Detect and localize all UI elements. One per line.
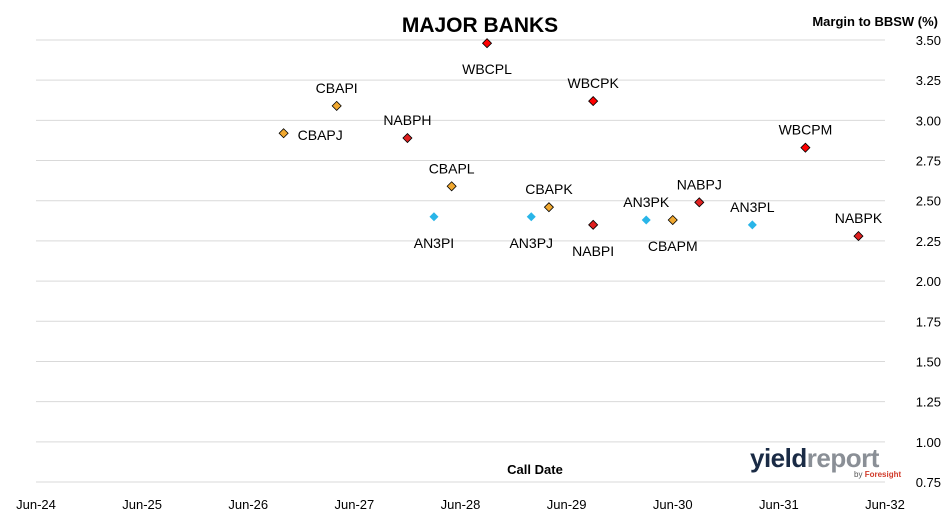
data-point (402, 132, 413, 144)
y-tick-label: 2.75 (916, 154, 941, 169)
data-point (641, 215, 651, 225)
point-label: CBAPJ (298, 127, 343, 143)
data-point (747, 220, 757, 230)
data-point (588, 219, 599, 230)
yieldreport-logo: yieldreport by Foresight (750, 443, 901, 483)
gridlines (36, 39, 885, 483)
y-tick-label: 2.00 (916, 274, 941, 289)
point-label: WBCPL (462, 61, 512, 77)
data-point (667, 214, 678, 226)
data-point (278, 128, 289, 139)
point-labels: CBAPJ CBAPI NABPH AN3PI CBAPL WBCPL CBAPK AN3PJ… (298, 61, 883, 259)
x-tick-label: Jun-27 (335, 497, 375, 512)
data-points (278, 38, 864, 242)
y-tick-label: 2.50 (916, 194, 941, 209)
x-tick-label: Jun-24 (16, 497, 56, 512)
y-tick-label: 3.25 (916, 73, 941, 88)
point-label: NABPJ (677, 176, 722, 192)
y-axis-label: Margin to BBSW (%) (812, 14, 938, 29)
point-label: CBAPI (316, 80, 358, 96)
point-label: NABPH (383, 112, 431, 128)
data-point (526, 212, 536, 222)
logo-wordmark: yieldreport (750, 443, 879, 474)
data-point (429, 212, 439, 222)
data-point (446, 181, 457, 192)
point-label: CBAPL (429, 160, 475, 176)
point-label: NABPK (835, 210, 883, 226)
x-tick-label: Jun-29 (547, 497, 587, 512)
y-axis-ticks: 0.75 1.00 1.25 1.50 1.75 2.00 2.25 2.50 2.75 3.00… (916, 33, 941, 490)
data-point (800, 142, 811, 153)
x-tick-label: Jun-25 (122, 497, 162, 512)
data-point (588, 96, 599, 107)
y-tick-label: 2.25 (916, 234, 941, 249)
point-label: WBCPK (567, 75, 619, 91)
point-label: AN3PL (730, 199, 775, 215)
logo-report-text: report (806, 443, 880, 473)
data-point (694, 197, 705, 208)
logo-brand-text: Foresight (864, 470, 902, 479)
data-point (853, 231, 864, 242)
logo-byline: by Foresight (854, 470, 901, 479)
x-tick-label: Jun-26 (228, 497, 268, 512)
y-tick-label: 3.50 (916, 33, 941, 48)
point-label: CBAPM (648, 238, 698, 254)
point-label: AN3PK (623, 194, 670, 210)
x-tick-label: Jun-32 (865, 497, 905, 512)
data-point (331, 100, 342, 111)
x-tick-label: Jun-30 (653, 497, 693, 512)
point-label: AN3PJ (509, 235, 553, 251)
data-point (481, 38, 493, 49)
y-tick-label: 1.00 (916, 435, 941, 450)
point-label: CBAPK (525, 181, 573, 197)
chart-title: MAJOR BANKS (402, 14, 558, 37)
point-label: AN3PI (414, 235, 454, 251)
x-tick-label: Jun-28 (441, 497, 481, 512)
x-axis-ticks: Jun-24 Jun-25 Jun-26 Jun-27 Jun-28 Jun-29 Jun-… (16, 497, 905, 512)
y-tick-label: 1.25 (916, 395, 941, 410)
y-tick-label: 0.75 (916, 475, 941, 490)
logo-yield-text: yield (750, 443, 807, 473)
data-point (543, 202, 555, 213)
logo-by-text: by (854, 470, 863, 479)
y-tick-label: 1.50 (916, 354, 941, 369)
point-label: WBCPM (779, 122, 833, 138)
y-tick-label: 1.75 (916, 314, 941, 329)
y-tick-label: 3.00 (916, 113, 941, 128)
x-tick-label: Jun-31 (759, 497, 799, 512)
x-axis-label: Call Date (507, 462, 563, 477)
point-label: NABPI (572, 243, 614, 259)
